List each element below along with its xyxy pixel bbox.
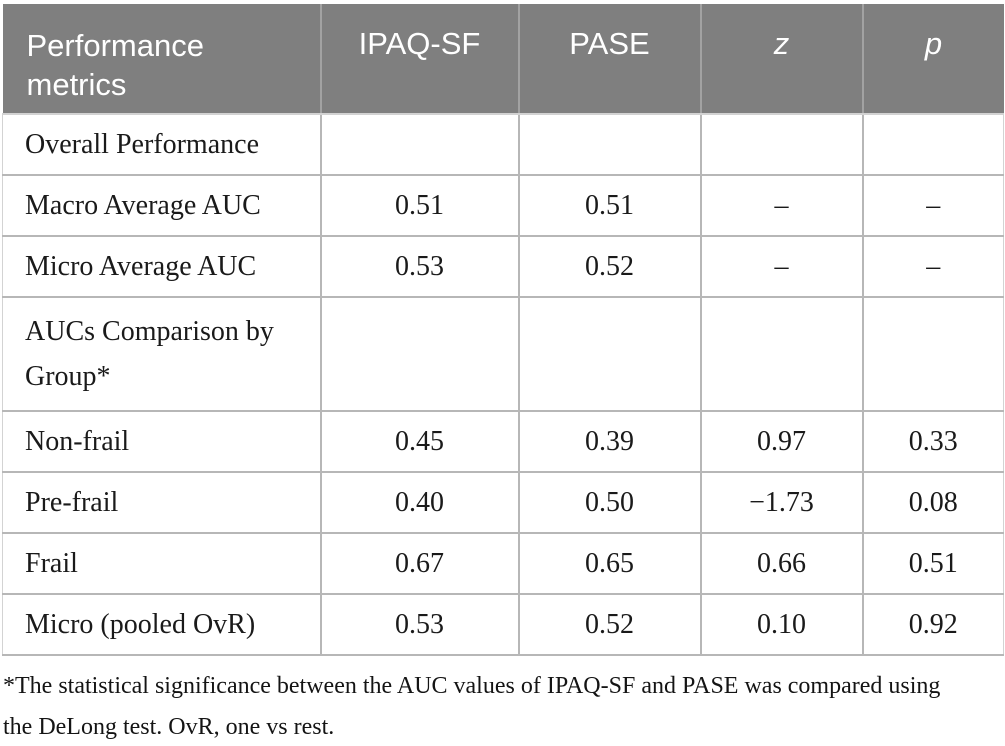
value-cell: −1.73 xyxy=(699,471,864,534)
table-row-non-frail: Non-frail 0.45 0.39 0.97 0.33 xyxy=(2,410,1004,473)
table-row-micro-average-auc: Micro Average AUC 0.53 0.52 – – xyxy=(2,235,1004,298)
value-cell: 0.51 xyxy=(861,532,1004,595)
value-cell: – xyxy=(699,174,864,237)
table-footnote: *The statistical significance between th… xyxy=(3,673,941,741)
value-cell: 0.08 xyxy=(861,471,1004,534)
row-label: Non-frail xyxy=(2,410,322,473)
value-cell: 0.65 xyxy=(517,532,702,595)
value-cell: 0.33 xyxy=(861,410,1004,473)
row-label: Macro Average AUC xyxy=(2,174,322,237)
row-label: Micro (pooled OvR) xyxy=(2,593,322,656)
table-row-overall-performance: Overall Performance xyxy=(2,113,1004,176)
row-label: AUCs Comparison by Group* xyxy=(2,296,322,412)
value-cell: 0.52 xyxy=(517,235,702,298)
value-cell: 0.53 xyxy=(319,235,520,298)
row-label: Micro Average AUC xyxy=(2,235,322,298)
value-cell xyxy=(319,296,520,412)
col-header-z: z xyxy=(699,4,863,115)
value-cell: 0.92 xyxy=(861,593,1004,656)
col-header-p: p xyxy=(861,4,1004,115)
table-row-macro-average-auc: Macro Average AUC 0.51 0.51 – – xyxy=(2,174,1004,237)
value-cell: – xyxy=(699,235,864,298)
value-cell: – xyxy=(861,235,1004,298)
value-cell: 0.40 xyxy=(319,471,520,534)
value-cell: 0.10 xyxy=(699,593,864,656)
value-cell: 0.50 xyxy=(517,471,702,534)
value-cell: 0.52 xyxy=(517,593,702,656)
row-label: Pre-frail xyxy=(2,471,322,534)
value-cell: 0.51 xyxy=(319,174,520,237)
value-cell: 0.39 xyxy=(517,410,702,473)
table-row-frail: Frail 0.67 0.65 0.66 0.51 xyxy=(2,532,1004,595)
row-label: Overall Performance xyxy=(2,113,322,176)
value-cell xyxy=(699,296,864,412)
value-cell xyxy=(861,113,1004,176)
value-cell xyxy=(517,296,702,412)
value-cell: – xyxy=(861,174,1004,237)
performance-metrics-table: Performance metrics IPAQ-SF PASE z p Ove… xyxy=(2,4,1004,656)
value-cell: 0.66 xyxy=(699,532,864,595)
table-row-micro-pooled-ovr: Micro (pooled OvR) 0.53 0.52 0.10 0.92 xyxy=(2,593,1004,656)
col-header-pase: PASE xyxy=(517,4,701,115)
row-label: Frail xyxy=(2,532,322,595)
table-row-pre-frail: Pre-frail 0.40 0.50 −1.73 0.08 xyxy=(2,471,1004,534)
col-header-performance-metrics: Performance metrics xyxy=(2,4,321,115)
value-cell xyxy=(517,113,702,176)
value-cell: 0.97 xyxy=(699,410,864,473)
value-cell: 0.53 xyxy=(319,593,520,656)
value-cell: 0.51 xyxy=(517,174,702,237)
col-header-ipaq-sf: IPAQ-SF xyxy=(319,4,519,115)
header-row: Performance metrics IPAQ-SF PASE z p xyxy=(2,4,1004,115)
value-cell xyxy=(319,113,520,176)
value-cell xyxy=(861,296,1004,412)
value-cell xyxy=(699,113,864,176)
value-cell: 0.45 xyxy=(319,410,520,473)
value-cell: 0.67 xyxy=(319,532,520,595)
table-row-aucs-comparison-by-group: AUCs Comparison by Group* xyxy=(2,296,1004,412)
